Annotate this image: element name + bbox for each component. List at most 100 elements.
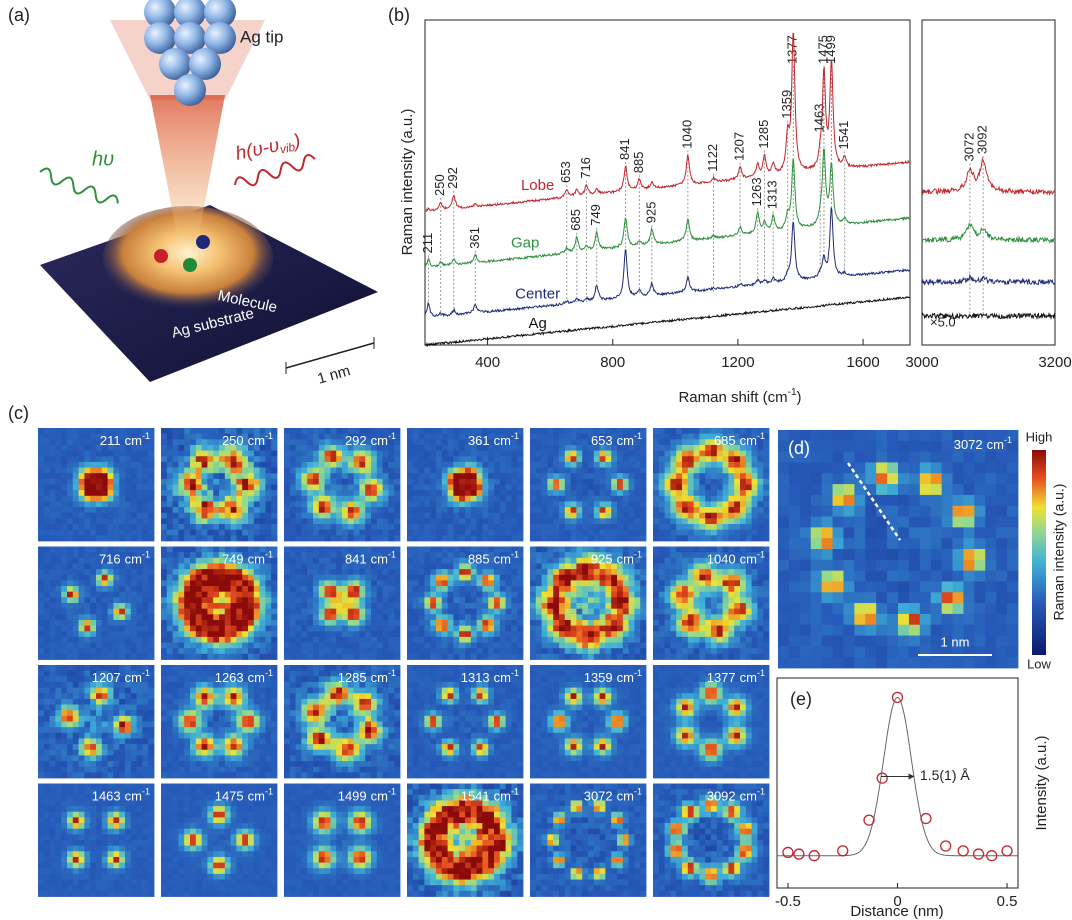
pixel bbox=[178, 490, 184, 496]
pixel bbox=[202, 507, 208, 513]
pixel bbox=[553, 490, 559, 496]
pixel bbox=[131, 586, 137, 592]
pixel bbox=[482, 569, 488, 575]
pixel bbox=[459, 586, 465, 592]
pixel bbox=[219, 473, 225, 479]
shift: 685 bbox=[714, 433, 736, 448]
pixel bbox=[605, 456, 611, 462]
pixel bbox=[67, 580, 73, 586]
pixel bbox=[723, 496, 729, 502]
pixel bbox=[342, 468, 348, 474]
pixel bbox=[254, 501, 260, 507]
pixel bbox=[752, 535, 758, 541]
pixel bbox=[161, 530, 167, 536]
pixel bbox=[265, 575, 271, 581]
pixel bbox=[506, 575, 512, 581]
pixel bbox=[506, 614, 512, 620]
pixel bbox=[653, 597, 659, 603]
pixel bbox=[670, 563, 676, 569]
pixel bbox=[682, 501, 688, 507]
pixel bbox=[383, 580, 389, 586]
pixel bbox=[178, 513, 184, 519]
series-label: Gap bbox=[511, 235, 539, 252]
unit: cm bbox=[740, 433, 757, 448]
pixel bbox=[746, 507, 752, 513]
pixel bbox=[565, 496, 571, 502]
pixel bbox=[119, 535, 125, 541]
pixel bbox=[571, 654, 577, 660]
pixel bbox=[623, 507, 629, 513]
pixel bbox=[413, 456, 419, 462]
pixel bbox=[559, 614, 565, 620]
pixel bbox=[728, 626, 734, 632]
pixel bbox=[629, 490, 635, 496]
pixel bbox=[131, 643, 137, 649]
pixel bbox=[542, 603, 548, 609]
pixel bbox=[536, 445, 542, 451]
pixel bbox=[653, 558, 659, 564]
pixel bbox=[61, 434, 67, 440]
pixel bbox=[307, 648, 313, 654]
pixel bbox=[271, 563, 277, 569]
pixel bbox=[576, 439, 582, 445]
pixel bbox=[688, 513, 694, 519]
pixel bbox=[213, 485, 219, 491]
pixel bbox=[448, 468, 454, 474]
pixel bbox=[119, 648, 125, 654]
pixel bbox=[296, 563, 302, 569]
pixel bbox=[319, 439, 325, 445]
pixel bbox=[688, 473, 694, 479]
pixel bbox=[694, 535, 700, 541]
pixel bbox=[137, 518, 143, 524]
pixel bbox=[576, 535, 582, 541]
pixel bbox=[67, 620, 73, 626]
pixel bbox=[623, 490, 629, 496]
pixel bbox=[471, 637, 477, 643]
pixel bbox=[542, 479, 548, 485]
pixel bbox=[471, 654, 477, 660]
pixel bbox=[623, 569, 629, 575]
pixel bbox=[705, 479, 711, 485]
pixel bbox=[38, 428, 44, 434]
pixel bbox=[271, 456, 277, 462]
pixel bbox=[84, 575, 90, 581]
pixel bbox=[617, 614, 623, 620]
pixel bbox=[161, 569, 167, 575]
pixel bbox=[611, 530, 617, 536]
pixel bbox=[38, 535, 44, 541]
pixel bbox=[605, 530, 611, 536]
pixel bbox=[231, 626, 237, 632]
pixel bbox=[488, 468, 494, 474]
pixel bbox=[67, 575, 73, 581]
pixel bbox=[728, 490, 734, 496]
pixel bbox=[565, 490, 571, 496]
pixel bbox=[547, 473, 553, 479]
pixel bbox=[290, 609, 296, 615]
pixel bbox=[506, 513, 512, 519]
pixel bbox=[605, 485, 611, 491]
pixel bbox=[290, 586, 296, 592]
pixel bbox=[413, 609, 419, 615]
pixel bbox=[453, 468, 459, 474]
pixel bbox=[746, 648, 752, 654]
pixel bbox=[676, 631, 682, 637]
pixel bbox=[471, 648, 477, 654]
pixel bbox=[676, 654, 682, 660]
pixel bbox=[571, 575, 577, 581]
pixel bbox=[383, 569, 389, 575]
pixel bbox=[717, 507, 723, 513]
pixel bbox=[161, 558, 167, 564]
pixel bbox=[763, 631, 769, 637]
pixel bbox=[301, 518, 307, 524]
pixel bbox=[330, 580, 336, 586]
pixel bbox=[44, 456, 50, 462]
pixel bbox=[125, 626, 131, 632]
pixel bbox=[623, 648, 629, 654]
pixel bbox=[213, 535, 219, 541]
pixel bbox=[325, 552, 331, 558]
spectrum bbox=[922, 159, 1055, 194]
pixel bbox=[202, 468, 208, 474]
pixel bbox=[565, 558, 571, 564]
pixel bbox=[231, 586, 237, 592]
pixel bbox=[365, 626, 371, 632]
